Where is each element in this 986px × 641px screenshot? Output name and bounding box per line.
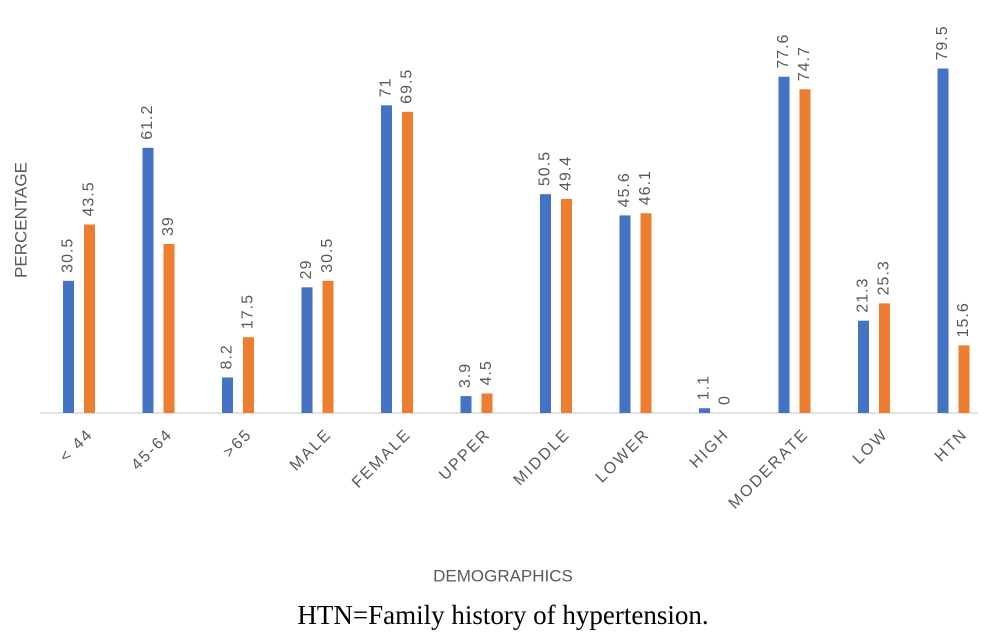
data-label: 46.1 — [637, 170, 654, 205]
bar — [381, 105, 392, 413]
bar — [142, 147, 154, 414]
bar — [322, 280, 334, 413]
x-tick-label: >65 — [220, 426, 255, 461]
data-label: 69.5 — [399, 69, 416, 104]
bar — [222, 377, 233, 413]
bar — [402, 111, 413, 413]
x-tick-label: < 44 — [57, 426, 97, 466]
data-label: 29 — [298, 260, 315, 280]
x-tick-label: HIGH — [687, 426, 733, 472]
data-label: 71 — [378, 78, 395, 98]
x-axis-label: DEMOGRAPHICS — [433, 566, 573, 585]
x-tick-label: HTN — [932, 426, 972, 466]
data-label: 79.5 — [934, 25, 951, 60]
bar — [937, 68, 949, 413]
data-label: 4.5 — [478, 360, 495, 385]
x-tick-label: FEMALE — [349, 426, 415, 492]
y-axis-label: PERCENTAGE — [11, 162, 30, 278]
x-tick-label: MALE — [287, 426, 336, 475]
data-label: 25.3 — [876, 260, 893, 295]
data-label: 30.5 — [60, 238, 77, 273]
data-label: 3.9 — [457, 363, 474, 388]
bar — [540, 194, 551, 413]
data-label: 0 — [717, 395, 734, 405]
bar — [163, 244, 175, 413]
bar — [958, 345, 970, 413]
bar — [619, 215, 631, 413]
data-label: 21.3 — [855, 278, 872, 313]
data-label: 30.5 — [319, 238, 336, 273]
data-label: 50.5 — [537, 151, 554, 186]
bar — [879, 303, 890, 413]
bar — [301, 287, 313, 413]
bar — [460, 396, 472, 413]
x-tick-label: MIDDLE — [511, 426, 574, 489]
bar — [799, 89, 811, 414]
bar — [699, 408, 710, 413]
bar — [84, 224, 95, 413]
bar — [640, 213, 652, 413]
data-label: 15.6 — [955, 302, 972, 337]
data-label: 77.6 — [775, 34, 792, 69]
bar — [243, 337, 254, 413]
x-tick-label: 45-64 — [128, 426, 176, 474]
data-label: 45.6 — [616, 172, 633, 207]
data-label: 17.5 — [240, 294, 257, 329]
x-tick-label: MODERATE — [726, 426, 813, 513]
data-label: 49.4 — [558, 156, 575, 191]
bar — [778, 76, 790, 413]
data-label: 43.5 — [81, 181, 98, 216]
x-tick-label: UPPER — [436, 426, 494, 484]
data-label: 1.1 — [696, 375, 713, 400]
bar — [63, 280, 74, 413]
caption: HTN=Family history of hypertension. — [297, 600, 708, 630]
x-tick-label: LOW — [850, 426, 892, 468]
data-label: 74.7 — [796, 46, 813, 81]
bar — [481, 393, 493, 413]
data-label: 8.2 — [219, 344, 236, 369]
bar — [858, 320, 869, 413]
data-label: 39 — [160, 216, 177, 236]
x-tick-label: LOWER — [593, 426, 654, 487]
bar — [561, 198, 572, 413]
data-label: 61.2 — [139, 105, 156, 140]
